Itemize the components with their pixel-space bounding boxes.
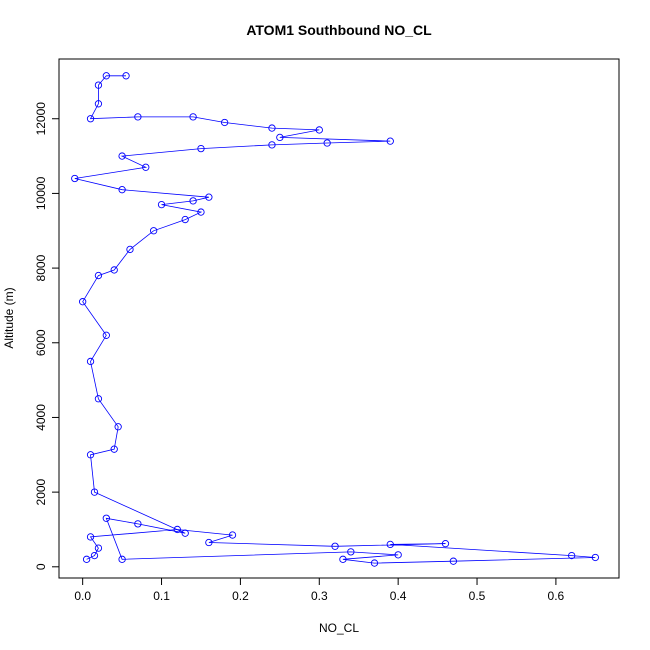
data-point [94, 395, 103, 403]
data-point [370, 559, 379, 567]
data-point [149, 227, 158, 235]
data-point [86, 357, 95, 366]
y-tick-label: 0 [34, 563, 48, 570]
y-tick-label: 2000 [34, 478, 48, 505]
data-point [181, 215, 189, 224]
y-tick-label: 4000 [34, 404, 48, 431]
x-tick-label: 0.5 [469, 589, 486, 603]
y-axis-label: Altitude (m) [2, 287, 16, 348]
data-point [157, 200, 166, 209]
data-point [276, 133, 284, 142]
x-axis: 0.0 0.1 0.2 0.3 0.4 0.5 0.6 [74, 577, 565, 603]
data-point [181, 529, 189, 537]
data-point [323, 139, 331, 147]
data-point [122, 72, 130, 80]
data-point [315, 126, 323, 134]
data-point [118, 555, 126, 563]
data-point [110, 445, 118, 453]
data-point [449, 557, 458, 565]
data-point [197, 144, 205, 153]
x-tick-label: 0.1 [153, 589, 170, 603]
chart-title: ATOM1 Southbound NO_CL [246, 22, 432, 38]
data-point [102, 72, 110, 80]
y-tick-label: 10000 [34, 176, 48, 210]
data-point [82, 555, 91, 563]
data-point [386, 137, 394, 145]
data-point [568, 551, 576, 560]
data-point [94, 81, 103, 89]
data-point [394, 551, 402, 559]
data-point [94, 544, 103, 552]
x-axis-label: NO_CL [319, 621, 359, 635]
data-point [134, 520, 142, 528]
x-tick-label: 0.2 [232, 589, 249, 603]
data-point [173, 525, 181, 534]
y-tick-label: 6000 [34, 329, 48, 356]
series-no-cl [71, 72, 599, 567]
data-point [268, 124, 276, 132]
data-point [118, 152, 126, 160]
data-point [90, 551, 99, 560]
data-point [386, 540, 394, 549]
x-tick-label: 0.6 [548, 589, 565, 603]
data-point [114, 423, 122, 431]
data-point [220, 118, 229, 127]
y-axis: 0 2000 4000 6000 8000 10000 12000 [34, 102, 60, 570]
data-point [331, 542, 339, 550]
data-point [142, 163, 150, 171]
series-line [74, 75, 596, 564]
data-point [228, 531, 237, 539]
x-tick-label: 0.0 [74, 589, 91, 603]
x-tick-label: 0.4 [390, 589, 407, 603]
data-point [189, 113, 197, 121]
data-point [90, 488, 99, 496]
data-point [86, 115, 95, 123]
data-point [268, 141, 276, 149]
data-point [126, 245, 134, 254]
x-tick-label: 0.3 [311, 589, 328, 603]
data-point [102, 514, 110, 522]
data-point [79, 298, 87, 306]
data-point [189, 197, 197, 205]
data-point [205, 538, 213, 547]
data-point [205, 193, 213, 201]
data-point [347, 548, 355, 556]
data-point [71, 174, 79, 183]
plot-frame [58, 58, 620, 579]
data-point [86, 533, 95, 541]
data-point [441, 539, 450, 548]
data-point [110, 266, 118, 274]
data-point [197, 208, 205, 216]
data-point [118, 186, 126, 194]
data-point [102, 331, 110, 339]
y-tick-label: 12000 [34, 102, 48, 136]
data-point [94, 100, 103, 108]
data-point [86, 451, 95, 459]
data-point [339, 555, 347, 563]
data-point [134, 113, 142, 121]
y-tick-label: 8000 [34, 254, 48, 281]
data-point [591, 553, 599, 562]
data-point [94, 271, 103, 280]
